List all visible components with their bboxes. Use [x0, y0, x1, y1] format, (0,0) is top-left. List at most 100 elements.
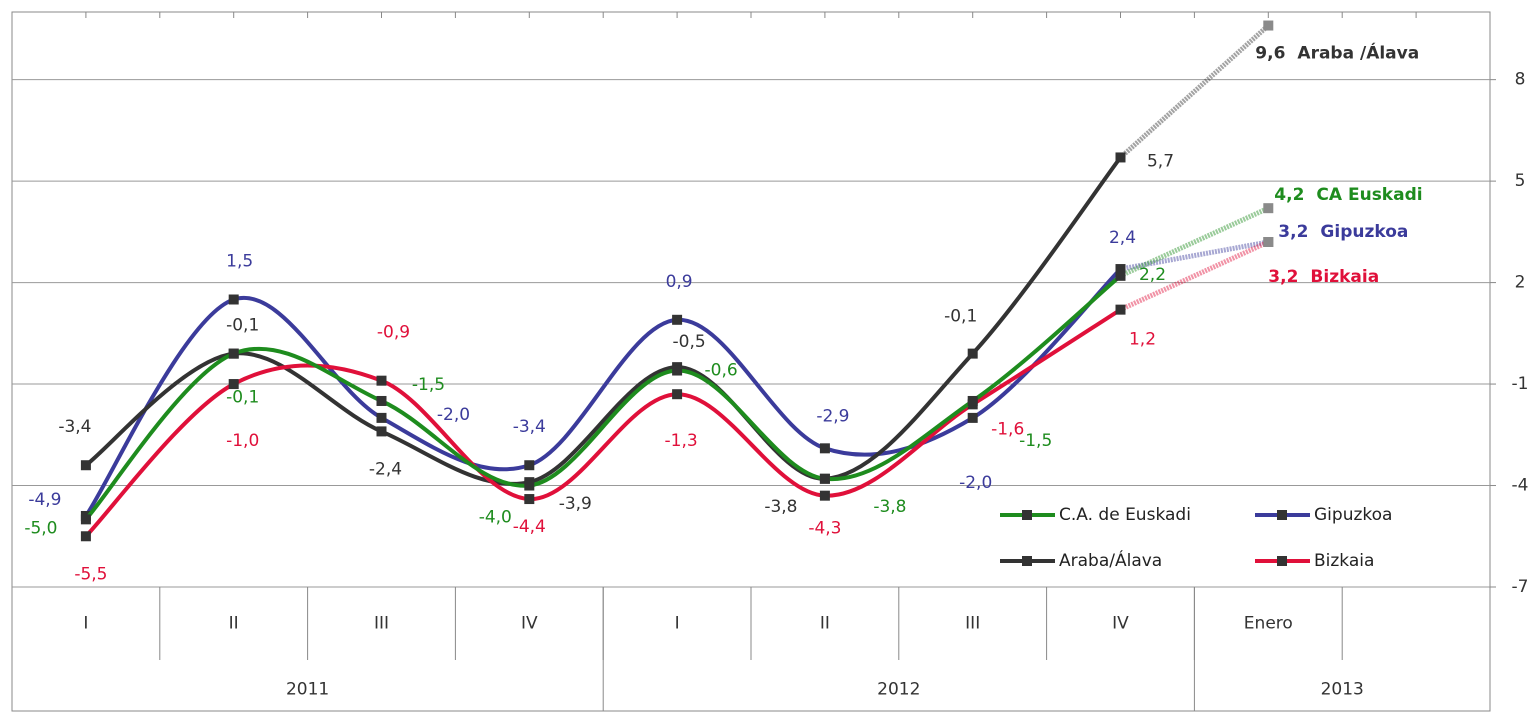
data-label: -0,6 — [705, 361, 738, 381]
legend-marker — [1277, 556, 1287, 566]
point-marker — [672, 389, 683, 400]
data-label: -1,3 — [665, 431, 698, 451]
data-label: -2,0 — [959, 473, 992, 493]
data-label: 1,2 — [1129, 330, 1156, 350]
data-label: -4,4 — [513, 517, 546, 537]
legend-label: Gipuzkoa — [1314, 505, 1392, 525]
series-end-name: Bizkaia — [1310, 267, 1379, 287]
point-marker — [1115, 304, 1126, 315]
point-marker — [967, 348, 978, 359]
end-label: 4,2 CA Euskadi — [1274, 185, 1422, 205]
data-label: -5,0 — [24, 518, 57, 538]
projection-line — [1118, 23, 1270, 160]
data-label: 5,7 — [1147, 151, 1174, 171]
point-marker — [819, 443, 830, 454]
x-tick-label: II — [820, 614, 830, 634]
end-label: 9,6 Araba /Álava — [1255, 42, 1419, 64]
series-end-name: CA Euskadi — [1316, 185, 1422, 205]
y-tick-label: 8 — [1515, 70, 1526, 90]
point-marker — [228, 379, 239, 390]
point-marker — [80, 531, 91, 542]
y-tick-label: -1 — [1512, 374, 1529, 394]
end-label: 3,2 Bizkaia — [1268, 267, 1379, 287]
x-tick-label: III — [965, 614, 980, 634]
data-label: -3,8 — [764, 497, 797, 517]
data-label: -2,9 — [816, 406, 849, 426]
series-end-name: Gipuzkoa — [1320, 222, 1408, 242]
legend-label: C.A. de Euskadi — [1059, 505, 1191, 525]
point-marker — [672, 314, 683, 325]
y-tick-label: -7 — [1512, 577, 1529, 597]
legend-marker — [1022, 556, 1032, 566]
point-marker — [228, 348, 239, 359]
legend-marker — [1277, 510, 1287, 520]
data-label: -2,4 — [369, 459, 402, 479]
point-marker — [80, 460, 91, 471]
data-label: -0,9 — [377, 323, 410, 343]
x-tick-label: II — [229, 614, 239, 634]
point-marker — [376, 426, 387, 437]
data-label: -1,5 — [1019, 431, 1052, 451]
data-label: -4,3 — [808, 519, 841, 539]
point-marker — [80, 514, 91, 525]
point-marker — [1263, 20, 1274, 31]
projection-line — [1119, 239, 1270, 312]
point-marker — [376, 395, 387, 406]
x-tick-label: I — [83, 614, 88, 634]
point-marker — [967, 395, 978, 406]
projection-line — [1120, 239, 1269, 272]
point-marker — [819, 473, 830, 484]
data-label: 9,6 — [1255, 44, 1285, 64]
point-marker — [524, 494, 535, 505]
projection-line — [1119, 205, 1270, 279]
x-group-label: 2013 — [1321, 680, 1364, 700]
data-label: -1,0 — [226, 431, 259, 451]
legend-label: Bizkaia — [1314, 551, 1374, 571]
point-marker — [1263, 203, 1274, 214]
x-tick-label: IV — [1112, 614, 1129, 634]
x-tick-label: I — [675, 614, 680, 634]
x-tick-label: III — [374, 614, 389, 634]
point-marker — [1115, 264, 1126, 275]
x-tick-label: Enero — [1244, 614, 1293, 634]
data-label: 3,2 — [1268, 267, 1298, 287]
data-label: 0,9 — [666, 272, 693, 292]
y-tick-label: -4 — [1512, 476, 1529, 496]
data-label: -2,0 — [437, 405, 470, 425]
data-label: -3,8 — [873, 497, 906, 517]
data-label: 1,5 — [226, 252, 253, 272]
data-label: -1,6 — [991, 419, 1024, 439]
point-marker — [376, 412, 387, 423]
series-line — [84, 307, 1122, 538]
legend-label: Araba/Álava — [1059, 549, 1162, 571]
legend-marker — [1022, 510, 1032, 520]
data-label: 2,4 — [1109, 228, 1136, 248]
point-marker — [1263, 237, 1274, 247]
point-marker — [524, 480, 535, 491]
point-marker — [967, 412, 978, 423]
y-tick-label: 5 — [1515, 171, 1526, 191]
point-marker — [1115, 270, 1126, 281]
x-group-label: 2012 — [877, 680, 920, 700]
point-marker — [672, 365, 683, 376]
x-group-label: 2011 — [286, 680, 329, 700]
point-marker — [1115, 152, 1126, 163]
data-label: 2,2 — [1139, 265, 1166, 285]
data-label: -5,5 — [74, 564, 107, 584]
data-label: 4,2 — [1274, 185, 1304, 205]
data-label: -3,4 — [58, 417, 91, 437]
data-label: -0,1 — [944, 307, 977, 327]
point-marker — [376, 375, 387, 386]
data-label: -0,1 — [226, 316, 259, 336]
data-label: -0,1 — [226, 388, 259, 408]
data-label: -3,9 — [559, 494, 592, 514]
point-marker — [819, 490, 830, 501]
data-label: -0,5 — [673, 332, 706, 352]
point-marker — [228, 294, 239, 305]
series-end-name: Araba /Álava — [1297, 42, 1419, 64]
y-tick-label: 2 — [1515, 273, 1526, 293]
data-label: -3,4 — [513, 417, 546, 437]
data-label: -4,9 — [28, 490, 61, 510]
data-label: -4,0 — [479, 508, 512, 528]
